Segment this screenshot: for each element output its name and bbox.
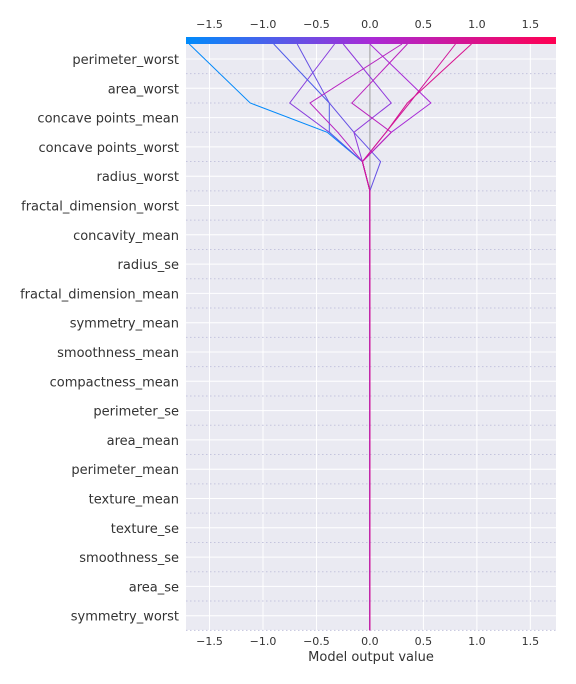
top-tick-label: 0.5	[415, 18, 433, 31]
top-tick-label: −1.0	[250, 18, 277, 31]
feature-label: radius_se	[118, 258, 179, 273]
feature-label: smoothness_mean	[57, 346, 179, 361]
top-tick-label: 0.0	[361, 18, 379, 31]
feature-label: compactness_mean	[50, 375, 179, 390]
feature-label: smoothness_se	[79, 551, 179, 566]
top-tick-label: −0.5	[303, 18, 330, 31]
bottom-tick-label: −0.5	[303, 635, 330, 648]
bottom-tick-label: 1.5	[522, 635, 540, 648]
feature-label: area_mean	[107, 434, 179, 449]
feature-label: perimeter_worst	[72, 53, 179, 68]
feature-label: symmetry_worst	[71, 610, 179, 625]
feature-label: radius_worst	[97, 170, 180, 185]
bottom-tick-label: 0.5	[415, 635, 433, 648]
feature-labels: symmetry_worst area_se smoothness_se textur…	[20, 53, 179, 625]
feature-label: concavity_mean	[73, 229, 179, 244]
feature-label: fractal_dimension_mean	[20, 287, 179, 302]
feature-label: texture_mean	[89, 493, 179, 508]
feature-label: symmetry_mean	[70, 317, 179, 332]
decision-line	[361, 43, 456, 631]
top-tick-label: 1.0	[468, 18, 486, 31]
top-tick-label: 1.5	[522, 18, 540, 31]
feature-label: concave points_worst	[38, 141, 179, 156]
feature-label: area_worst	[108, 82, 179, 97]
bottom-tick-label: 1.0	[468, 635, 486, 648]
bottom-tick-label: −1.0	[250, 635, 277, 648]
top-tick-label: −1.5	[196, 18, 223, 31]
bottom-tick-label: 0.0	[361, 635, 379, 648]
feature-label: perimeter_se	[93, 405, 179, 420]
feature-label: fractal_dimension_worst	[21, 200, 179, 215]
colorbar	[186, 37, 556, 44]
feature-label: concave points_mean	[37, 112, 179, 127]
feature-label: texture_se	[111, 522, 179, 537]
decision-lines	[188, 43, 472, 631]
x-ticks: −1.5 −1.5 −1.0 −1.0 −0.5 −0.5 0.0 0.0 0.5 0.5 1.0 1…	[196, 18, 539, 648]
feature-label: area_se	[129, 580, 179, 595]
x-axis-title: Model output value	[308, 650, 434, 665]
feature-label: perimeter_mean	[71, 463, 179, 478]
bottom-tick-label: −1.5	[196, 635, 223, 648]
